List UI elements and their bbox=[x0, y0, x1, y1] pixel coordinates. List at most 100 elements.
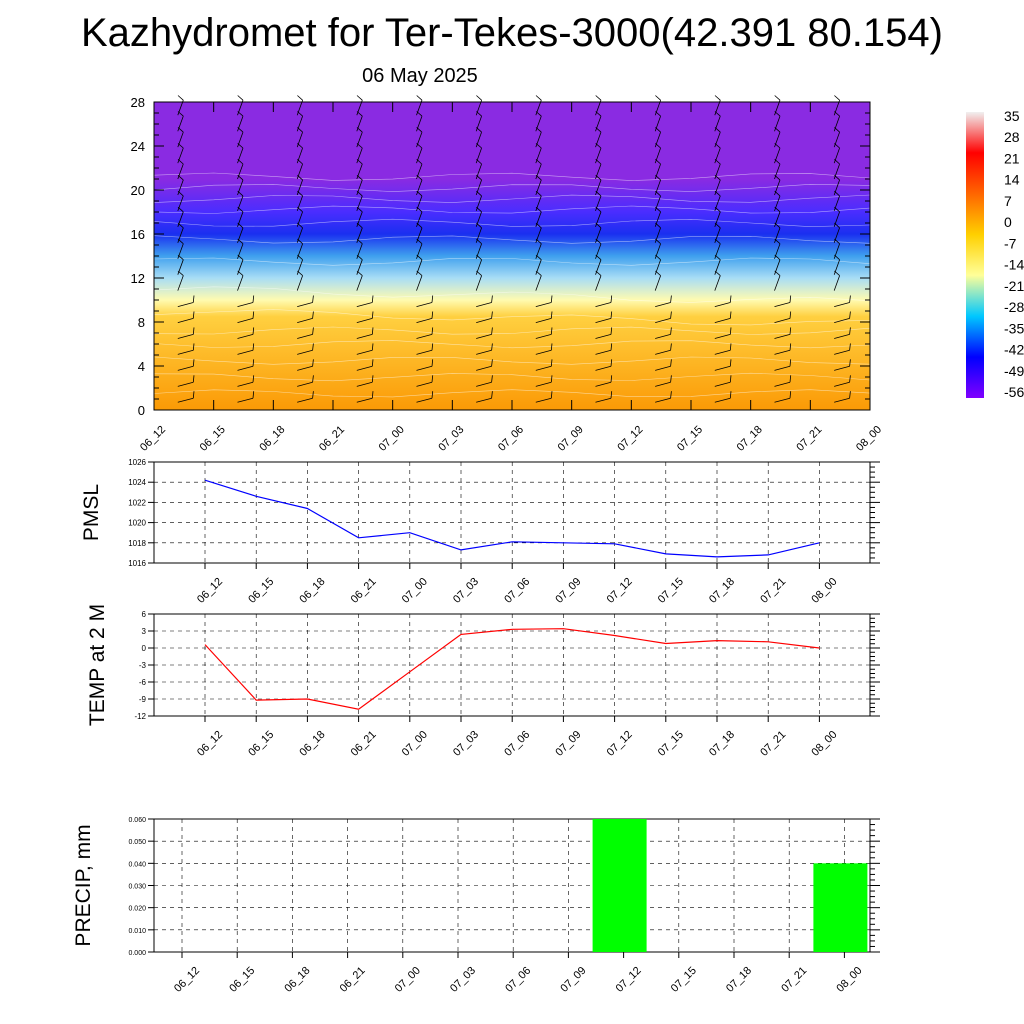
y-tick-label-3: 1022 bbox=[128, 498, 146, 507]
wind-barb-21 bbox=[237, 359, 255, 371]
wind-barb-195 bbox=[774, 311, 792, 323]
wind-barb-40 bbox=[297, 359, 314, 371]
y-tick-label-6: 0.060 bbox=[128, 817, 146, 824]
x-tick-label-9: 07_15 bbox=[669, 965, 699, 995]
x-tick-label-5: 07_03 bbox=[436, 424, 466, 454]
contour-1 bbox=[153, 372, 871, 382]
wind-barb-113 bbox=[475, 95, 482, 116]
x-tick-label-3: 06_21 bbox=[349, 729, 379, 759]
plot-frame bbox=[153, 818, 871, 953]
wind-barb-189 bbox=[714, 95, 721, 116]
wind-barb-134 bbox=[595, 375, 613, 387]
y-tick-label-6: 6 bbox=[142, 610, 147, 619]
wind-barb-19 bbox=[237, 391, 255, 403]
x-tick-label-0: 06_12 bbox=[138, 424, 168, 454]
x-tick-label-5: 07_03 bbox=[448, 965, 478, 995]
wind-barb-63 bbox=[356, 295, 374, 307]
wind-barb-227 bbox=[833, 95, 840, 116]
contour-10 bbox=[153, 205, 871, 214]
wind-barb-132 bbox=[535, 95, 542, 116]
colorbar-label-11: -42 bbox=[1004, 342, 1024, 358]
wind-barb-138 bbox=[595, 311, 613, 323]
cross-section-panel: 0 4 8 12 16 20 24 28 06_12 06_15 06_18 06_21 07_00 07… bbox=[131, 95, 885, 454]
contour-13 bbox=[153, 172, 871, 181]
temp-panel: -12 -9 -6 -3 0 3 6 06_12 06_15 06_18 06_21 07_00 07_… bbox=[86, 604, 880, 759]
wind-barb-213 bbox=[834, 327, 851, 339]
colorbar-label-9: -28 bbox=[1004, 299, 1024, 315]
wind-barb-43 bbox=[297, 311, 314, 323]
y-tick-label-2: -6 bbox=[139, 678, 147, 687]
x-tick-label-3: 06_21 bbox=[349, 576, 379, 606]
wind-barb-151 bbox=[595, 95, 602, 116]
x-tick-label-10: 07_18 bbox=[724, 965, 754, 995]
x-tick-label-1: 06_15 bbox=[198, 424, 228, 454]
heatmap-field bbox=[154, 102, 870, 410]
x-tick-label-0: 06_12 bbox=[172, 965, 202, 995]
x-tick-label-3: 06_21 bbox=[338, 965, 368, 995]
contour-9 bbox=[153, 218, 871, 228]
colorbar-label-1: 28 bbox=[1004, 129, 1020, 145]
colorbar-label-13: -56 bbox=[1004, 384, 1024, 400]
wind-barb-97 bbox=[476, 359, 493, 371]
y-tick-label-1: -9 bbox=[139, 695, 147, 704]
wind-barb-135 bbox=[595, 359, 613, 371]
colorbar-label-0: 35 bbox=[1004, 108, 1020, 124]
wind-barb-154 bbox=[655, 359, 672, 371]
x-tick-label-0: 06_12 bbox=[195, 729, 225, 759]
wind-barb-76 bbox=[416, 391, 434, 403]
x-tick-label-5: 07_03 bbox=[451, 576, 481, 606]
x-tick-label-7: 07_09 bbox=[558, 965, 588, 995]
y-tick-label-3: 12 bbox=[131, 271, 145, 286]
wind-barb-114 bbox=[535, 391, 553, 403]
x-tick-label-2: 06_18 bbox=[297, 729, 327, 759]
wind-barb-75 bbox=[356, 95, 363, 116]
wind-barb-62 bbox=[356, 311, 374, 323]
x-tick-label-3: 06_21 bbox=[317, 424, 347, 454]
contour-lines bbox=[153, 172, 871, 398]
x-tick-label-6: 07_06 bbox=[502, 576, 532, 606]
colorbar-label-8: -21 bbox=[1004, 278, 1024, 294]
wind-barbs bbox=[177, 95, 851, 403]
colorbar-label-6: -7 bbox=[1004, 235, 1017, 251]
x-tick-label-7: 07_09 bbox=[553, 576, 583, 606]
y-tick-label-6: 24 bbox=[131, 139, 145, 154]
wind-barb-170 bbox=[654, 95, 661, 116]
wind-barb-18 bbox=[177, 95, 184, 116]
x-tick-label-4: 07_00 bbox=[377, 424, 407, 454]
x-tick-label-4: 07_00 bbox=[393, 965, 423, 995]
precip-bar-8 bbox=[592, 819, 647, 952]
wind-barb-2 bbox=[177, 359, 195, 371]
y-tick-label-1: 0.010 bbox=[128, 928, 146, 935]
x-tick-label-0: 06_12 bbox=[195, 576, 225, 606]
x-tick-label-6: 07_06 bbox=[496, 424, 526, 454]
wind-barb-174 bbox=[714, 343, 732, 355]
wind-barb-42 bbox=[297, 327, 314, 339]
chart-date: 06 May 2025 bbox=[362, 65, 478, 87]
wind-barb-23 bbox=[237, 327, 255, 339]
wind-barb-101 bbox=[476, 295, 493, 307]
x-tick-label-12: 08_00 bbox=[854, 424, 884, 454]
wind-barb-173 bbox=[714, 359, 732, 371]
wind-barb-156 bbox=[655, 327, 672, 339]
contour-5 bbox=[153, 309, 871, 326]
y-tick-label-4: 1024 bbox=[128, 478, 146, 487]
y-tick-label-1: 4 bbox=[138, 359, 145, 374]
x-tick-label-6: 07_06 bbox=[502, 729, 532, 759]
wind-barb-212 bbox=[834, 343, 851, 355]
y-tick-label-4: 0 bbox=[142, 644, 147, 653]
x-tick-label-5: 07_03 bbox=[451, 729, 481, 759]
x-tick-label-10: 07_18 bbox=[707, 576, 737, 606]
contour-12 bbox=[153, 183, 871, 192]
pmsl-panel: 1016 1018 1020 1022 1024 1026 06_12 06_15 06_18 0… bbox=[80, 458, 880, 606]
wind-barb-4 bbox=[177, 327, 195, 339]
wind-barb-1 bbox=[177, 375, 195, 387]
y-tick-label-0: 0 bbox=[138, 403, 145, 418]
y-tick-label-2: 0.020 bbox=[128, 906, 146, 913]
wind-barb-211 bbox=[834, 359, 851, 371]
colorbar-label-7: -14 bbox=[1004, 257, 1024, 273]
colorbar-label-4: 7 bbox=[1004, 193, 1012, 209]
wind-barb-100 bbox=[476, 311, 493, 323]
wind-barb-190 bbox=[774, 391, 792, 403]
wind-barb-6 bbox=[177, 295, 195, 307]
